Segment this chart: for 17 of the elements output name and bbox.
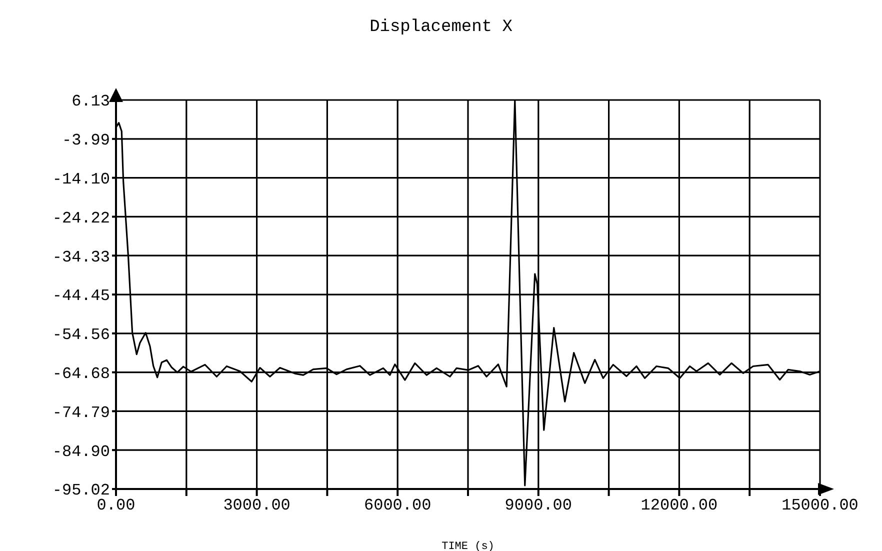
- x-axis-title: TIME (s): [442, 541, 494, 551]
- y-tick-label: -64.68: [52, 365, 110, 383]
- y-tick-label: -44.45: [52, 287, 110, 306]
- y-tick-label: -84.90: [52, 442, 110, 461]
- x-tick-label: 12000.00: [640, 496, 718, 514]
- chart-title: Displacement X: [368, 18, 514, 37]
- y-tick-label: -14.10: [52, 170, 110, 188]
- y-tick-label: -54.56: [52, 326, 110, 344]
- y-tick-label: -24.22: [52, 209, 110, 228]
- x-tick-label: 9000.00: [504, 496, 572, 514]
- y-tick-label: 6.13: [72, 92, 110, 111]
- y-tick-label: -74.79: [52, 404, 110, 422]
- x-tick-label: 3000.00: [223, 496, 290, 514]
- x-tick-label: 15000.00: [782, 496, 858, 514]
- y-tick-label: -3.99: [62, 132, 110, 150]
- y-tick-label: -34.33: [52, 248, 110, 266]
- x-tick-label: 6000.00: [364, 496, 432, 514]
